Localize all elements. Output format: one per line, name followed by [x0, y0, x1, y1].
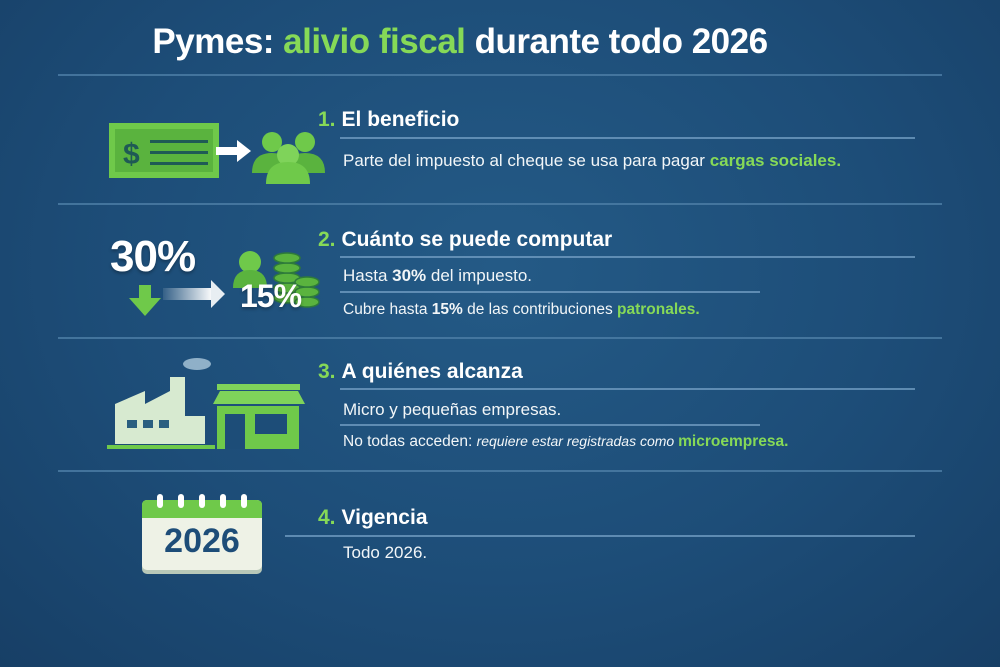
line-underline [340, 424, 760, 426]
section-heading: 3. A quiénes alcanza [318, 360, 523, 383]
section-heading: 2. Cuánto se puede computar [318, 228, 613, 251]
section-text: Cubre hasta 15% de las contribuciones pa… [343, 301, 700, 318]
section-heading: 4. Vigencia [318, 506, 428, 529]
section-divider [58, 203, 942, 205]
section-divider [58, 337, 942, 339]
percent-15-label: 15% [240, 278, 302, 314]
factory-store-icon [107, 358, 305, 449]
svg-text:$: $ [123, 138, 140, 171]
page-title: Pymes: alivio fiscal durante todo 2026 [152, 22, 768, 61]
section-heading: 1. El beneficio [318, 108, 460, 131]
section-text: Micro y pequeñas empresas. [343, 400, 562, 419]
calendar-icon [142, 494, 262, 574]
calendar-year: 2026 [164, 522, 240, 560]
percent-30-label: 30% [110, 232, 196, 281]
section-divider [58, 470, 942, 472]
section-text: No todas acceden: requiere estar registr… [343, 433, 789, 450]
check-to-people-icon: $ [109, 123, 325, 184]
percent-coins-icon [129, 251, 320, 316]
heading-underline [340, 256, 915, 258]
heading-underline [340, 388, 915, 390]
title-divider [58, 74, 942, 76]
heading-underline [285, 535, 915, 537]
section-text: Hasta 30% del impuesto. [343, 266, 533, 285]
section-text: Parte del impuesto al cheque se usa para… [343, 151, 842, 170]
line-underline [340, 291, 760, 293]
heading-underline [340, 137, 915, 139]
section-text: Todo 2026. [343, 543, 428, 562]
